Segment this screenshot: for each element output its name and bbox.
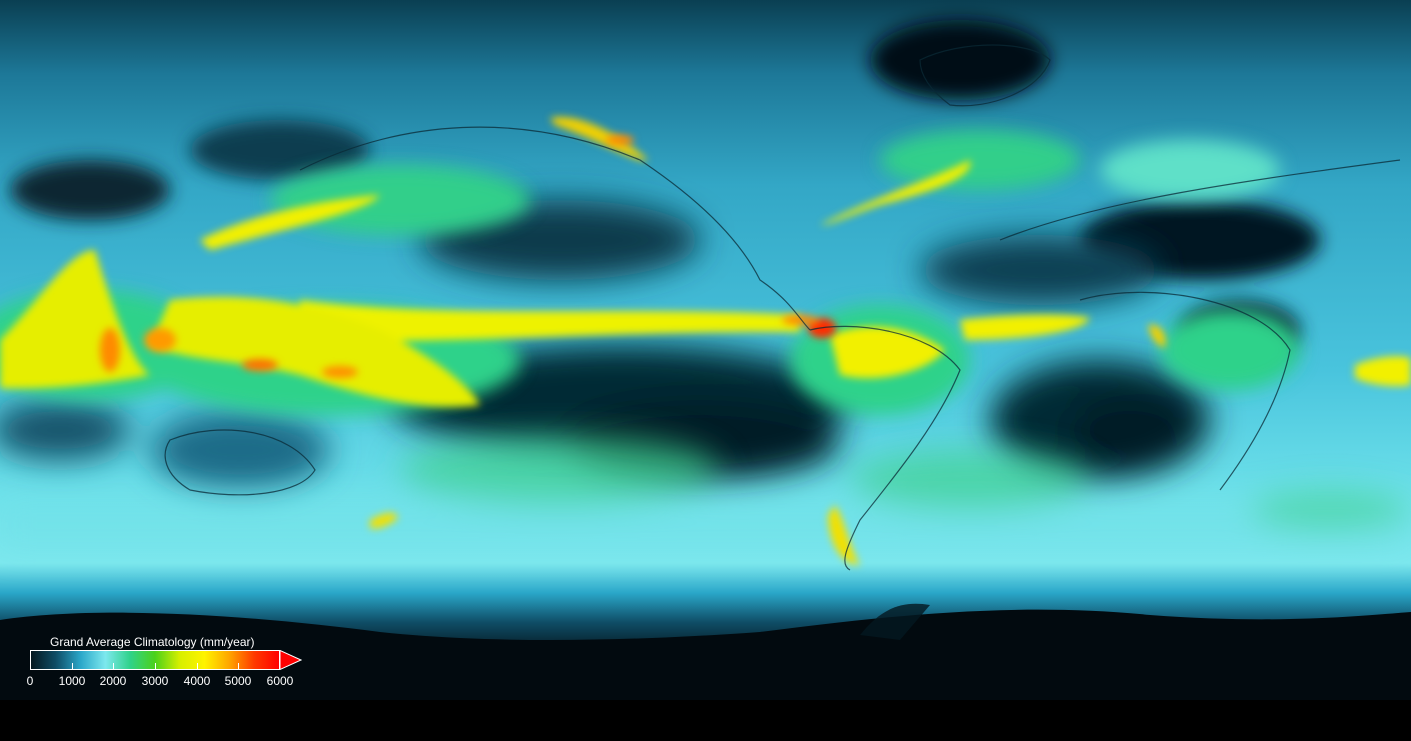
colorbar-extend-arrow <box>280 650 302 670</box>
legend-title: Grand Average Climatology (mm/year) <box>50 635 255 649</box>
colorbar-tick-labels: 0 1000 2000 3000 4000 5000 6000 <box>26 674 320 690</box>
ocean-dry-zones <box>0 200 1210 490</box>
colorbar-tick-mark <box>113 663 114 669</box>
colorbar-tick-mark <box>155 663 156 669</box>
colorbar-tick-label: 6000 <box>266 674 294 688</box>
bottom-letterbox <box>0 700 1411 741</box>
colorbar <box>30 650 280 670</box>
colorbar-tick-label: 2000 <box>99 674 127 688</box>
colorbar-tick-label: 0 <box>26 674 34 688</box>
colorbar-tick-label: 5000 <box>224 674 252 688</box>
colorbar-tick-mark <box>72 663 73 669</box>
colorbar-tick-label: 1000 <box>58 674 86 688</box>
antarctica <box>0 603 1411 700</box>
colorbar-legend: Grand Average Climatology (mm/year) 0 100… <box>26 632 320 692</box>
colorbar-tick-label: 3000 <box>141 674 169 688</box>
colorbar-tick-mark <box>238 663 239 669</box>
colorbar-tick-mark <box>197 663 198 669</box>
southern-ocean-storm-track <box>0 435 1411 550</box>
extreme-rain-cores <box>100 135 836 378</box>
continent-outlines <box>164 44 1401 571</box>
colorbar-tick-label: 4000 <box>183 674 211 688</box>
